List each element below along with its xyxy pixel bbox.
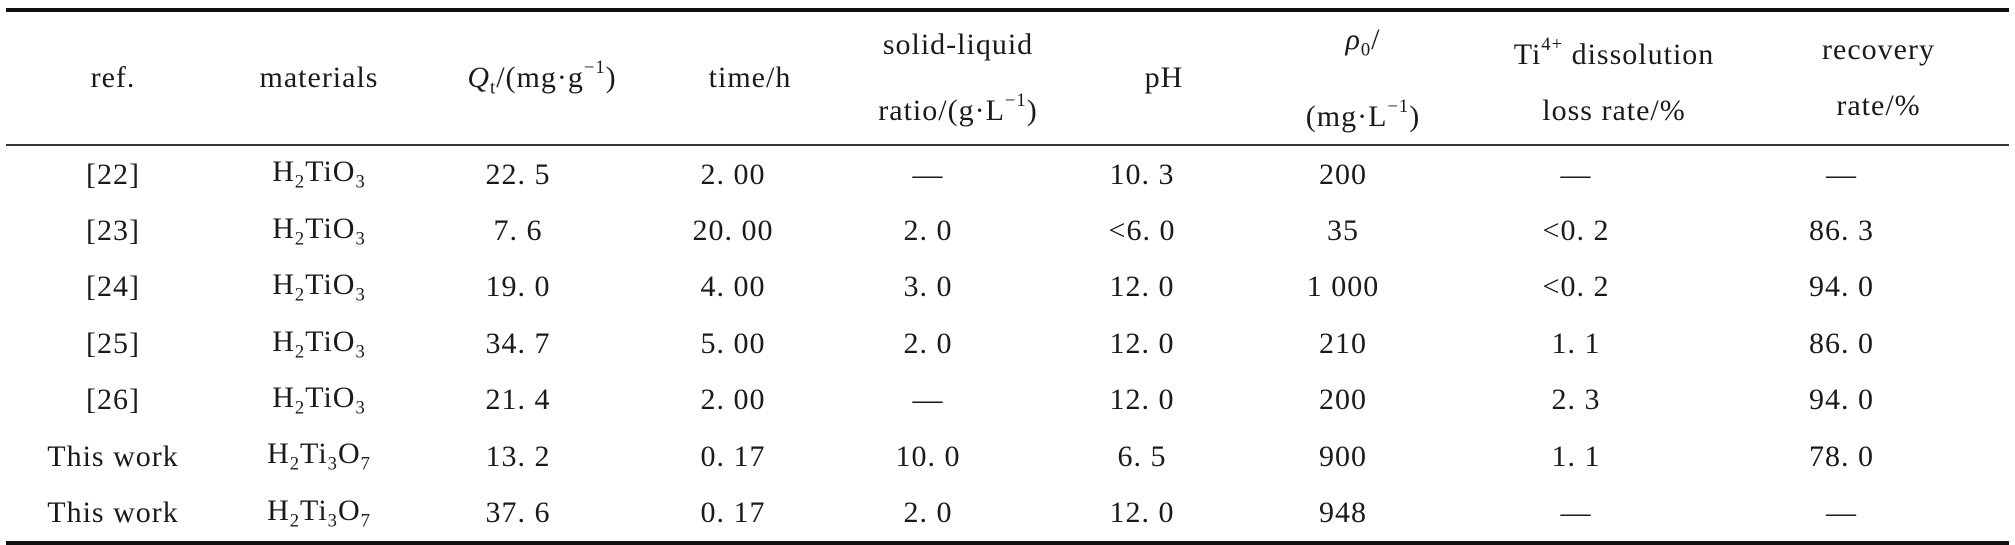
header-recovery-rate: recovery rate/% — [1748, 7, 2009, 147]
cell-ph: 12. 0 — [1082, 484, 1246, 545]
table-header: ref. materials Qt/(mg·g−1) time/h solid-… — [6, 7, 2009, 147]
cell-qt: 7. 6 — [493, 214, 543, 248]
table-row: [23] H2TiO3 7. 6 20. 00 2. 0 <6. 0 35 <0. 2 86. … — [6, 203, 2009, 259]
cell-recovery-rate: 86. 3 — [1809, 214, 1874, 248]
header-time: time/h — [666, 7, 834, 147]
cell-time: 0. 17 — [700, 439, 766, 473]
cell-time: 0. 17 — [666, 484, 834, 545]
header-initial-concentration: ρ0/ (mg·L−1) — [1246, 7, 1480, 147]
cell-initial-concentration: 35 — [1327, 214, 1359, 248]
header-ref: ref. — [6, 7, 220, 147]
table-row: This work H2Ti3O7 13. 2 0. 17 10. 0 6. 5 900 1.… — [6, 428, 2009, 484]
cell-ref: [26] — [86, 383, 140, 417]
cell-ph: 12. 0 — [1109, 270, 1175, 304]
cell-solid-liquid-ratio: 2. 0 — [903, 214, 953, 248]
table-row: This work H2Ti3O7 37. 6 0. 17 2. 0 12. 0 948— — — [6, 484, 2009, 545]
document-page: ref. materials Qt/(mg·g−1) time/h solid-… — [6, 7, 2009, 545]
cell-recovery-rate: — — [1826, 157, 1857, 191]
cell-ref: This work — [6, 484, 220, 545]
cell-material: H2TiO3 — [272, 268, 366, 306]
cell-ph: 12. 0 — [1109, 326, 1175, 360]
cell-qt: 13. 2 — [485, 439, 551, 473]
cell-qt: 22. 5 — [485, 157, 551, 191]
cell-solid-liquid-ratio: 2. 0 — [903, 326, 953, 360]
cell-ti-dissolution-loss: — — [1560, 157, 1592, 191]
cell-qt: 19. 0 — [485, 270, 551, 304]
cell-qt: 21. 4 — [485, 383, 551, 417]
cell-initial-concentration: 210 — [1319, 326, 1367, 360]
cell-ph: 10. 3 — [1109, 157, 1175, 191]
cell-initial-concentration: 1 000 — [1306, 270, 1380, 304]
cell-recovery-rate: 78. 0 — [1809, 439, 1874, 473]
cell-qt: 37. 6 — [418, 484, 666, 545]
cell-initial-concentration: 900 — [1319, 439, 1367, 473]
cell-recovery-rate: 86. 0 — [1809, 326, 1874, 360]
cell-time: 5. 00 — [700, 326, 766, 360]
cell-qt: 34. 7 — [485, 326, 551, 360]
header-ph: pH — [1082, 7, 1246, 147]
cell-time: 2. 00 — [700, 383, 766, 417]
cell-recovery-rate: — — [1748, 484, 2009, 545]
table-body: [22] H2TiO3 22. 5 2. 00—10. 3 200— — [23] H2TiO… — [6, 145, 2009, 545]
cell-solid-liquid-ratio: 3. 0 — [903, 270, 953, 304]
cell-material: H2Ti3O7 — [267, 437, 371, 475]
cell-ti-dissolution-loss: <0. 2 — [1542, 270, 1610, 304]
cell-solid-liquid-ratio: — — [912, 383, 944, 417]
cell-initial-concentration: 948 — [1246, 484, 1480, 545]
cell-ti-dissolution-loss: 2. 3 — [1551, 383, 1601, 417]
cell-material: H2Ti3O7 — [220, 484, 418, 545]
cell-initial-concentration: 200 — [1319, 157, 1367, 191]
header-solid-liquid-ratio: solid-liquid ratio/(g·L−1) — [834, 7, 1082, 147]
cell-ref: [23] — [86, 214, 140, 248]
cell-recovery-rate: 94. 0 — [1809, 270, 1874, 304]
header-materials: materials — [220, 7, 418, 147]
cell-solid-liquid-ratio: 2. 0 — [834, 484, 1082, 545]
table-row: [25] H2TiO3 34. 7 5. 00 2. 0 12. 0 210 1. 1 86. … — [6, 316, 2009, 372]
cell-ph: 12. 0 — [1109, 383, 1175, 417]
cell-ti-dissolution-loss: 1. 1 — [1551, 439, 1601, 473]
cell-time: 2. 00 — [700, 157, 766, 191]
comparison-table: ref. materials Qt/(mg·g−1) time/h solid-… — [6, 7, 2009, 545]
header-ti-dissolution-loss: Ti4+ dissolution loss rate/% — [1480, 7, 1748, 147]
cell-time: 20. 00 — [692, 214, 774, 248]
cell-material: H2TiO3 — [272, 324, 366, 363]
header-qt: Qt/(mg·g−1) — [418, 7, 666, 147]
cell-initial-concentration: 200 — [1319, 383, 1367, 417]
cell-ph: 6. 5 — [1117, 439, 1167, 473]
cell-ti-dissolution-loss: 1. 1 — [1551, 326, 1601, 360]
cell-ref: [24] — [86, 270, 140, 304]
table-row: [26] H2TiO3 21. 4 2. 00 — 12. 0 200 2. 3 94. 0 — [6, 372, 2009, 428]
table-row: [22] H2TiO3 22. 5 2. 00 — 10. 3 200 — — — [6, 145, 2009, 202]
cell-recovery-rate: 94. 0 — [1809, 383, 1874, 417]
table-row: [24] H2TiO3 19. 0 4. 00 3. 0 12. 0 1 000 <0. 2 9… — [6, 259, 2009, 315]
cell-ti-dissolution-loss: — — [1480, 484, 1748, 545]
cell-material: H2TiO3 — [272, 211, 366, 250]
cell-time: 4. 00 — [700, 270, 766, 304]
cell-ref: [25] — [86, 326, 140, 360]
cell-solid-liquid-ratio: 10. 0 — [895, 439, 961, 473]
cell-solid-liquid-ratio: — — [912, 157, 944, 191]
cell-ti-dissolution-loss: <0. 2 — [1542, 214, 1610, 248]
cell-material: H2TiO3 — [272, 155, 366, 193]
cell-material: H2TiO3 — [272, 380, 366, 419]
cell-ref: [22] — [86, 157, 140, 191]
cell-ref: This work — [47, 439, 179, 473]
cell-ph: <6. 0 — [1108, 214, 1176, 248]
